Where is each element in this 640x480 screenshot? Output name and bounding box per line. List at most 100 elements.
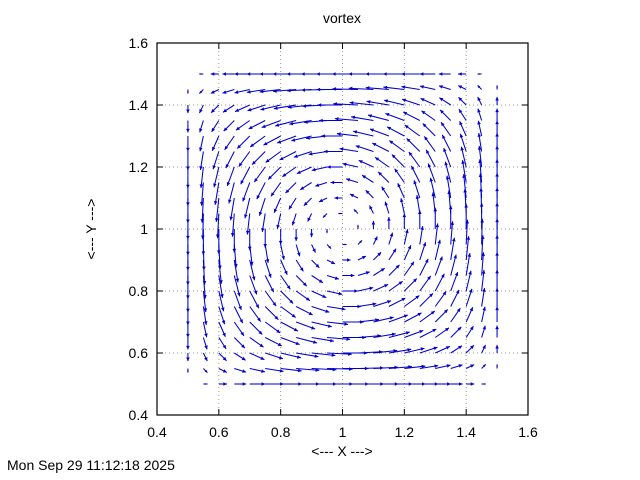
x-tick-label: 0.4: [147, 424, 167, 440]
vector-arrowhead: [422, 242, 427, 247]
vector-arrowhead: [268, 175, 272, 180]
vector-arrowhead: [432, 329, 437, 333]
vector-arrowhead: [225, 164, 230, 169]
plot-title: vortex: [323, 10, 361, 26]
vector-arrow: [461, 160, 467, 183]
x-tick-label: 1: [339, 424, 347, 440]
vector-arrowhead: [353, 130, 358, 134]
vector-arrowhead: [426, 149, 430, 154]
vector-arrowhead: [458, 364, 463, 368]
vector-arrowhead: [470, 382, 475, 386]
vector-arrowhead: [328, 245, 332, 249]
vector-arrowhead: [199, 73, 202, 75]
vector-arrowhead: [447, 382, 451, 386]
vector-arrowhead: [186, 251, 190, 256]
vector-arrowhead: [332, 87, 336, 91]
y-tick-label: 1: [140, 221, 148, 237]
vector-arrowhead: [415, 195, 420, 199]
vector-arrowhead: [199, 109, 203, 114]
vector-arrowhead: [186, 147, 190, 152]
vector-arrowhead: [446, 364, 451, 368]
vector-arrowhead: [342, 162, 347, 167]
vector-arrowhead: [410, 261, 414, 266]
vector-arrowhead: [229, 216, 233, 221]
vector-arrowhead: [205, 383, 208, 385]
vector-arrowhead: [186, 235, 190, 240]
vector-arrowhead: [482, 344, 486, 349]
vector-arrowhead: [222, 356, 227, 361]
vector-arrowhead: [349, 101, 354, 105]
vector-arrowhead: [389, 232, 394, 237]
y-tick-label: 0.4: [129, 407, 149, 423]
vector-arrowhead: [305, 297, 310, 301]
vector-arrowhead: [199, 184, 204, 189]
vector-arrowhead: [354, 289, 358, 293]
vector-arrowhead: [429, 293, 433, 298]
vector-arrowhead: [480, 218, 484, 223]
vector-arrowhead: [385, 113, 390, 117]
vector-arrowhead: [221, 307, 225, 312]
vector-arrowhead: [238, 305, 242, 310]
vector-arrowhead: [440, 109, 444, 114]
vector-arrowhead: [222, 332, 226, 337]
vector-arrowhead: [186, 345, 190, 350]
vector-arrowhead: [469, 307, 473, 312]
vector-arrowhead: [402, 213, 407, 218]
vector-arrow: [357, 335, 382, 339]
vector-arrow: [465, 219, 468, 245]
vector-arrowhead: [435, 223, 440, 228]
vector-arrowhead: [199, 147, 203, 152]
vector-arrowhead: [458, 109, 463, 114]
vector-arrowhead: [422, 123, 427, 128]
vector-arrowhead: [186, 166, 190, 171]
vector-arrowhead: [250, 143, 255, 147]
vector-arrowhead: [442, 291, 447, 296]
vector-arrowhead: [441, 122, 445, 127]
vector-arrowhead: [278, 240, 283, 245]
vector-arrowhead: [445, 327, 450, 332]
vector-arrow: [481, 218, 483, 245]
vector-arrowhead: [223, 382, 227, 386]
vector-arrowhead: [338, 212, 341, 215]
tick-labels-layer: 0.4 0.6 0.8 1 1.2 1.4 1.6 0.4 0.6 0.8 1 1.2 1.4 1.6: [129, 35, 538, 440]
vector-arrowhead: [286, 285, 291, 290]
vector-arrowhead: [202, 281, 207, 285]
vector-arrowhead: [439, 256, 443, 261]
vector-arrowhead: [200, 219, 205, 223]
vector-arrowhead: [455, 289, 460, 294]
vector-arrowhead: [204, 369, 208, 373]
vector-arrowhead: [450, 221, 455, 226]
vector-arrowhead: [421, 364, 426, 369]
vector-arrowhead: [372, 143, 377, 147]
vector-arrow: [296, 367, 320, 371]
y-tick-label: 0.8: [129, 283, 149, 299]
vector-arrowhead: [237, 292, 241, 297]
vector-arrowhead: [361, 256, 366, 260]
vector-arrow: [273, 104, 297, 110]
vector-arrow: [289, 119, 312, 125]
vector-arrowhead: [458, 97, 463, 102]
vector-arrowhead: [309, 233, 314, 238]
vector-arrowhead: [482, 306, 486, 311]
vector-arrow: [296, 352, 319, 358]
vector-arrow: [217, 213, 220, 239]
vector-arrowhead: [384, 99, 389, 103]
vector-arrowhead: [391, 154, 396, 159]
vector-arrowhead: [466, 236, 471, 240]
vector-arrowhead: [460, 146, 464, 151]
vector-arrowhead: [212, 165, 216, 170]
vector-arrowhead: [261, 382, 266, 386]
vector-arrowhead: [311, 326, 316, 330]
vector-arrowhead: [249, 261, 254, 266]
vector-arrow: [218, 259, 222, 284]
vector-arrowhead: [456, 308, 461, 313]
vector-arrowhead: [242, 197, 246, 202]
vector-arrowhead: [244, 214, 248, 219]
vector-arrowhead: [219, 280, 223, 284]
vector-arrow: [373, 333, 396, 339]
vector-arrow: [450, 221, 454, 245]
vector-arrowhead: [238, 162, 243, 167]
y-tick-label: 1.2: [129, 159, 149, 175]
vector-arrowhead: [232, 248, 237, 253]
